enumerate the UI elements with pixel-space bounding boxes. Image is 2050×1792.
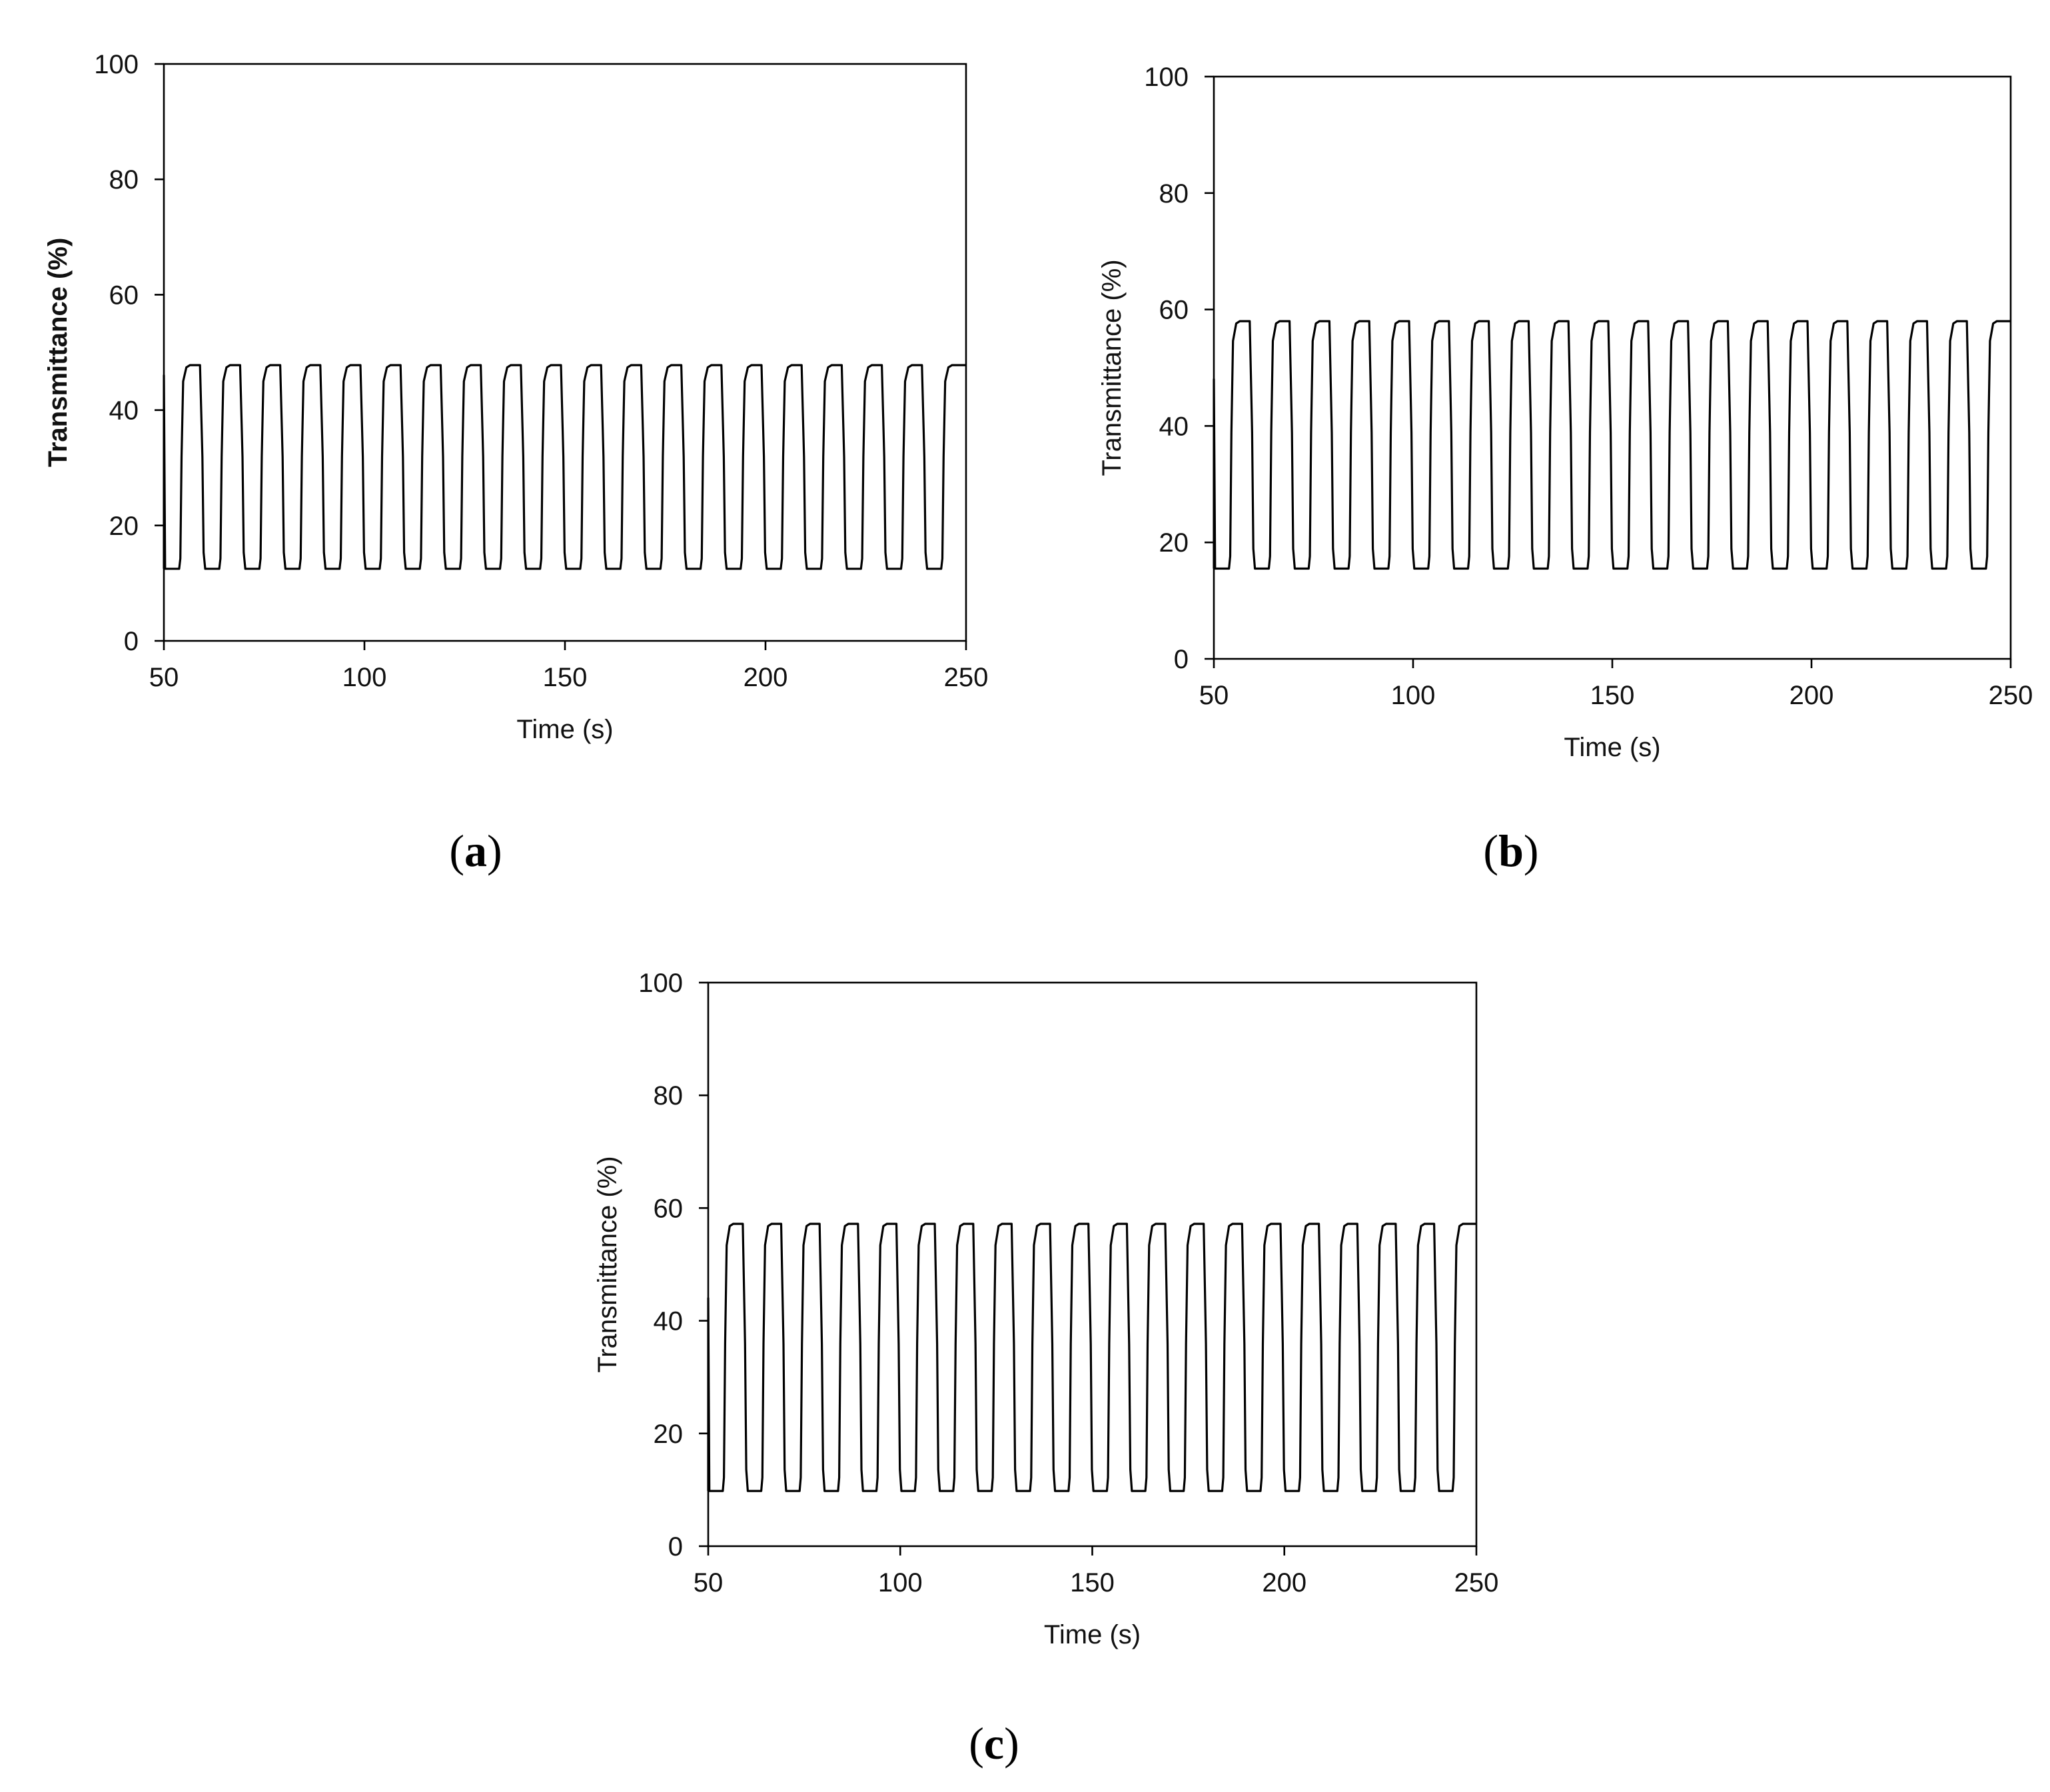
- y-tick-label: 100: [638, 969, 683, 998]
- x-axis-title: Time (s): [1564, 733, 1660, 762]
- x-axis-title: Time (s): [1044, 1620, 1141, 1649]
- y-tick-label: 60: [109, 280, 139, 310]
- chart-panel-b: 0 20 40 60 80 100 50 100 150 200 250 Time (s) Transm…: [1097, 63, 2033, 876]
- chart-panel-c: 0 20 40 60 80 100 50 100 150 200 250 Time (s) Transm…: [593, 969, 1498, 1769]
- series-line-0: [707, 1222, 1476, 1492]
- x-tick-label: 50: [149, 663, 179, 692]
- panel-label: (b): [1483, 825, 1538, 876]
- y-axis-title: Transmittance (%): [43, 238, 73, 468]
- y-tick-label: 20: [109, 512, 139, 541]
- x-tick-label: 100: [1391, 681, 1436, 710]
- x-tick-label: 150: [1070, 1568, 1115, 1597]
- y-tick-label: 80: [1159, 179, 1189, 209]
- x-tick-label: 50: [1199, 681, 1229, 710]
- x-tick-label: 250: [944, 663, 989, 692]
- y-tick-label: 60: [654, 1194, 684, 1223]
- x-tick-label: 100: [878, 1568, 923, 1597]
- x-axis-title: Time (s): [516, 715, 613, 744]
- x-tick-label: 200: [744, 663, 788, 692]
- y-tick-label: 0: [124, 627, 139, 656]
- x-tick-label: 150: [1590, 681, 1635, 710]
- panel-label: (a): [449, 825, 502, 876]
- x-tick-label: 150: [543, 663, 588, 692]
- y-tick-label: 0: [1174, 645, 1189, 674]
- panel-label: (c): [969, 1718, 1019, 1769]
- y-tick-label: 100: [1144, 63, 1189, 92]
- y-axis-title: Transmittance (%): [1097, 259, 1127, 476]
- y-tick-label: 40: [109, 396, 139, 426]
- y-tick-label: 20: [1159, 528, 1189, 558]
- series-line-0: [1213, 320, 2011, 570]
- y-tick-label: 80: [109, 165, 139, 195]
- x-tick-label: 250: [1989, 681, 2033, 710]
- y-tick-label: 0: [668, 1532, 683, 1562]
- y-tick-label: 60: [1159, 296, 1189, 325]
- series-line-0: [163, 364, 966, 570]
- x-tick-label: 200: [1262, 1568, 1306, 1597]
- x-tick-label: 50: [694, 1568, 724, 1597]
- y-tick-label: 20: [654, 1420, 684, 1449]
- x-tick-label: 250: [1454, 1568, 1499, 1597]
- y-tick-label: 40: [654, 1307, 684, 1336]
- x-tick-label: 200: [1790, 681, 1834, 710]
- y-tick-label: 40: [1159, 412, 1189, 441]
- y-axis-title: Transmittance (%): [593, 1156, 622, 1372]
- y-tick-label: 100: [94, 50, 139, 79]
- x-tick-label: 100: [342, 663, 387, 692]
- y-tick-label: 80: [654, 1081, 684, 1111]
- plot-frame: [1213, 75, 2012, 660]
- chart-panel-a: 0 20 40 60 80 100 50 100 150 200 250 Time (s) Transm…: [43, 50, 988, 876]
